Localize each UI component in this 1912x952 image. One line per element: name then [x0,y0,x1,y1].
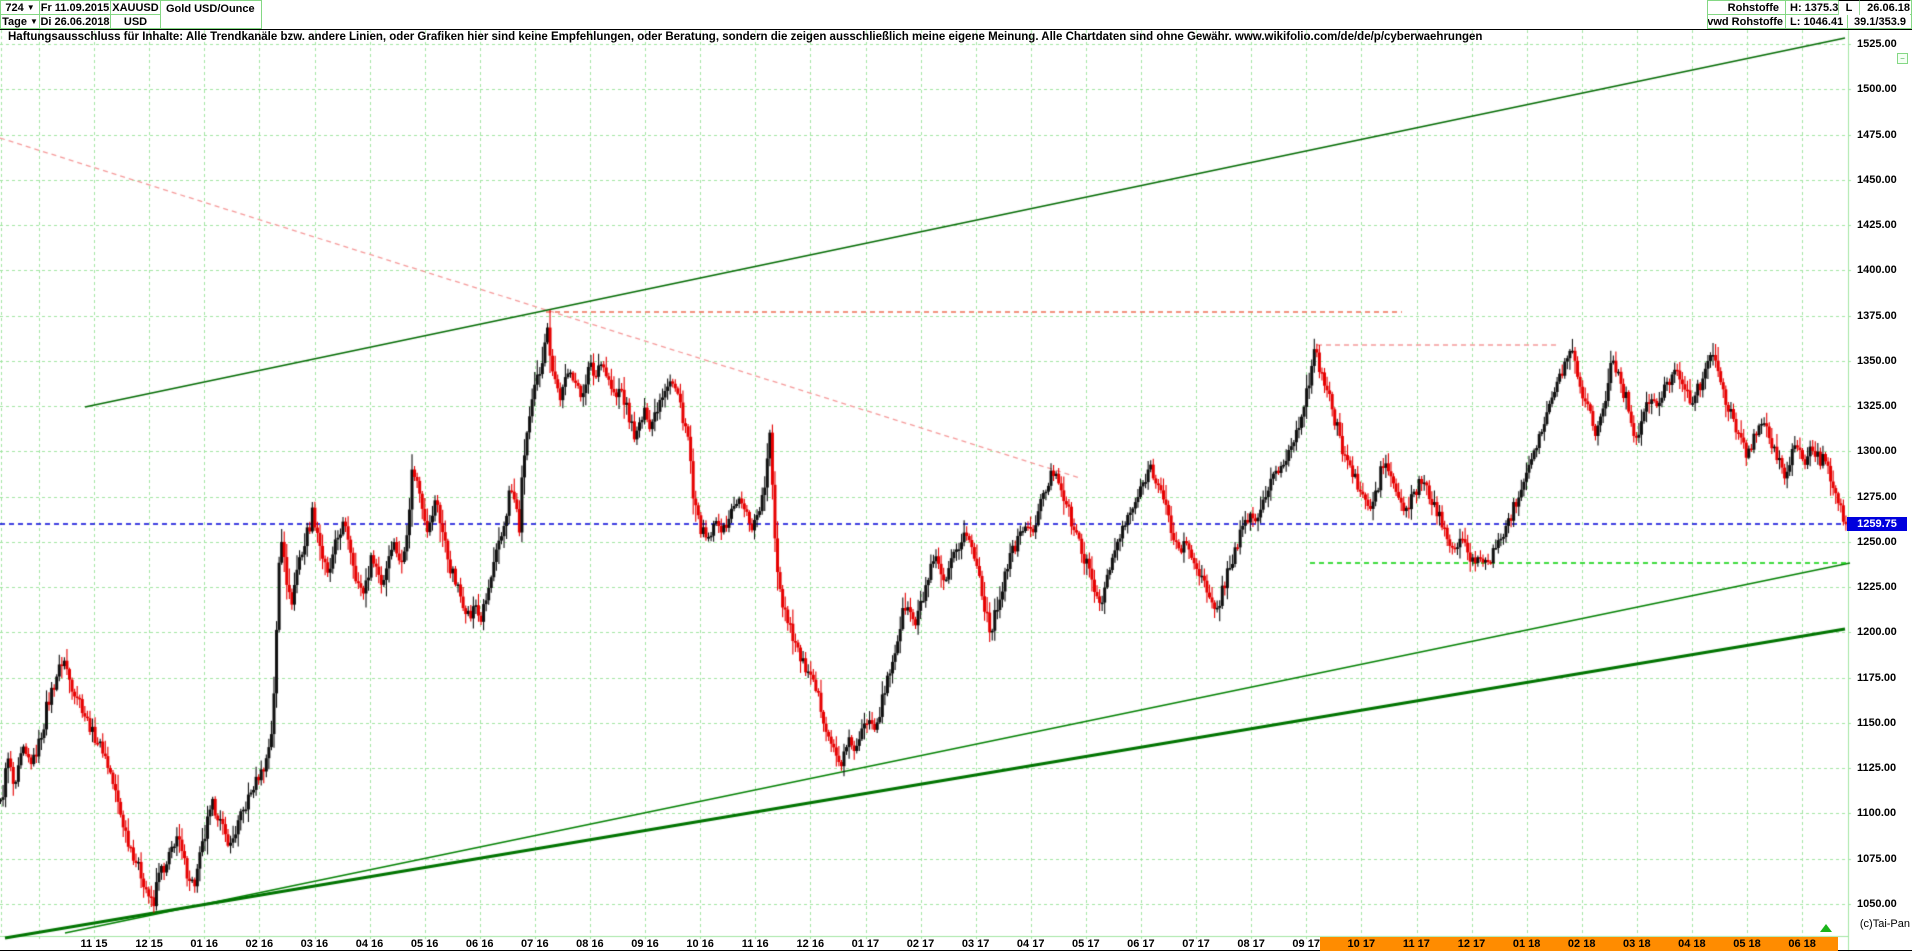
x-axis-month-label: 04 17 [1016,938,1045,950]
y-axis-tick-label: 1500.00 [1857,83,1897,96]
x-axis-month-label: 01 17 [851,938,880,950]
bars-count-value: 724 [5,1,24,14]
x-axis-month-label: 02 18 [1567,938,1596,950]
high-cell: H: 1375.30 [1785,0,1848,15]
y-axis-tick-label: 1200.00 [1857,626,1897,639]
category-value: Rohstoffe [1727,1,1779,14]
y-axis-tick-label: 1350.00 [1857,354,1897,367]
x-axis-month-label: 07 17 [1182,938,1210,950]
y-axis: 1525.00 1500.00 1475.00 1450.00 1425.00 1400.… [1849,30,1912,936]
x-axis-month-label: 12 15 [135,938,163,950]
category-cell: Rohstoffe [1707,0,1786,15]
x-axis-month-label: 07 16 [521,938,549,950]
y-axis-tick-label: 1250.00 [1857,535,1897,548]
x-axis-month-label: 10 16 [686,938,714,950]
x-axis-month-label: 09 16 [631,938,659,950]
x-axis-month-label: 02 16 [245,938,274,950]
currency-value: USD [123,15,148,28]
currency-cell: USD [110,14,161,29]
collapse-icon[interactable]: − [1897,53,1908,64]
x-axis-highlight-bar [1320,937,1838,951]
x-axis-month-label: 11 17 [1402,938,1430,950]
y-axis-tick-label: 1050.00 [1857,897,1897,910]
x-axis-month-label: 11 15 [80,938,108,950]
marker-triangle-icon [1820,924,1832,932]
x-axis-month-label: 11 16 [741,938,769,950]
period-high-value: H: 1375.30 [1790,1,1845,14]
bottom-frame-line [0,950,1912,951]
date-from-cell[interactable]: Fr 11.09.2015 [39,0,111,15]
x-axis-month-label: 09 17 [1292,938,1320,950]
date-to-value: Di 26.06.2018 [40,15,110,28]
x-axis-month-label: 03 17 [961,938,990,950]
symbol-cell: XAUUSD [110,0,161,15]
x-axis-month-label: 04 16 [355,938,384,950]
date-from-value: Fr 11.09.2015 [40,1,110,14]
instrument-name: Gold USD/Ounce [166,3,255,15]
y-axis-tick-label: 1400.00 [1857,264,1897,277]
y-axis-tick-label: 1150.00 [1857,716,1897,729]
y-axis-tick-label: 1100.00 [1857,807,1897,820]
disclaimer-text: Haftungsausschluss für Inhalte: Alle Tre… [8,31,1483,43]
footer-date: 26.06.18 [1860,0,1910,15]
period-value: Tage [2,15,27,28]
period-dropdown[interactable]: Tage ▼ [0,14,40,29]
y-axis-tick-label: 1475.00 [1857,128,1897,141]
x-axis-month-label: 08 17 [1237,938,1265,950]
y-axis-tick-label: 1425.00 [1857,219,1897,232]
chevron-down-icon: ▼ [29,17,38,26]
chevron-down-icon: ▼ [26,3,35,12]
x-axis-month-label: 10 17 [1347,938,1376,950]
x-axis-month-label: 06 18 [1788,938,1816,950]
provider-value: vwd Rohstoffe [1707,15,1783,28]
y-axis-tick-label: 1075.00 [1857,852,1897,865]
current-price-badge: 1259.75 [1847,517,1907,532]
x-axis: 11 15 12 15 01 16 02 16 03 16 04 16 05 16 06 16… [0,936,1912,952]
instrument-header: 724 ▼ Tage ▼ Fr 11.09.2015 Di 26.06.2018… [0,0,262,30]
x-axis-month-label: 01 16 [190,938,218,950]
x-axis-month-label: 01 18 [1512,938,1541,950]
symbol-value: XAUUSD [112,1,159,14]
x-axis-month-label: 12 16 [796,938,825,950]
y-axis-tick-label: 1525.00 [1857,38,1897,50]
x-axis-month-label: 04 18 [1678,938,1706,950]
change-value: 39.1/353.9 [1854,15,1906,28]
last-column-label: L [1838,0,1860,15]
instrument-name-cell: Gold USD/Ounce [160,0,262,29]
y-axis-tick-label: 1125.00 [1857,762,1897,775]
x-axis-month-label: 05 17 [1072,938,1100,950]
x-axis-month-label: 12 17 [1457,938,1486,950]
period-low-value: L: 1046.41 [1790,15,1844,28]
x-axis-month-label: 05 16 [410,938,439,950]
y-axis-tick-label: 1175.00 [1857,671,1897,684]
x-axis-month-label: 05 18 [1733,938,1761,950]
provider-cell: vwd Rohstoffe [1707,14,1786,29]
y-axis-tick-label: 1375.00 [1857,309,1897,322]
y-axis-tick-label: 1275.00 [1857,490,1897,503]
x-axis-month-label: 03 16 [300,938,329,950]
y-axis-tick-label: 1450.00 [1857,173,1897,186]
x-axis-month-label: 08 16 [576,938,604,950]
header-separator-line [0,29,1912,30]
x-axis-month-label: 03 18 [1623,938,1651,950]
y-axis-tick-label: 1225.00 [1857,581,1897,594]
low-cell: L: 1046.41 [1785,14,1848,29]
change-cell: 39.1/353.9 [1847,14,1912,29]
y-axis-tick-label: 1300.00 [1857,445,1897,458]
x-axis-month-label: 06 17 [1127,938,1155,950]
y-axis-tick-label: 1325.00 [1857,400,1897,413]
date-to-cell[interactable]: Di 26.06.2018 [39,14,111,29]
x-axis-month-label: 02 17 [906,938,935,950]
copyright-label: (c)Tai-Pan [1859,918,1910,930]
x-axis-month-label: 06 16 [465,938,494,950]
bars-count-dropdown[interactable]: 724 ▼ [0,0,40,15]
